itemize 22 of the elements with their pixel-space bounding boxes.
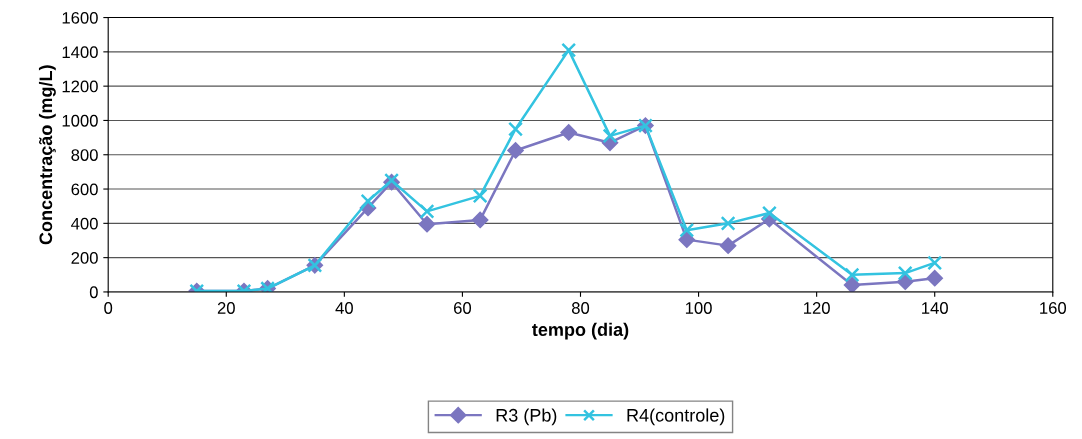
y-tick-label: 600 xyxy=(71,183,98,196)
x-tick-label: 40 xyxy=(335,302,353,314)
y-tick-label: 1600 xyxy=(62,11,98,24)
y-axis-title: Concentração (mg/L) xyxy=(38,65,56,245)
x-tick-label: 60 xyxy=(454,302,472,314)
y-tick-label: 400 xyxy=(71,217,98,230)
legend-label: R3 (Pb) xyxy=(496,408,557,426)
x-tick-label: 80 xyxy=(571,302,590,314)
y-tick-label: 0 xyxy=(89,286,98,299)
x-tick-label: 20 xyxy=(217,302,235,314)
x-tick-label: 140 xyxy=(922,302,948,314)
x-tick-label: 120 xyxy=(804,302,830,314)
x-tick-label: 0 xyxy=(104,302,113,314)
x-axis-title: tempo (dia) xyxy=(532,322,629,340)
y-tick-label: 1200 xyxy=(62,80,98,93)
y-tick-label: 800 xyxy=(71,149,98,161)
y-tick-label: 200 xyxy=(71,252,98,264)
x-tick-label: 160 xyxy=(1040,302,1067,314)
x-tick-label: 100 xyxy=(685,302,712,314)
y-tick-label: 1400 xyxy=(62,46,98,59)
y-tick-label: 1000 xyxy=(62,114,98,127)
legend-label: R4(controle) xyxy=(627,408,725,426)
